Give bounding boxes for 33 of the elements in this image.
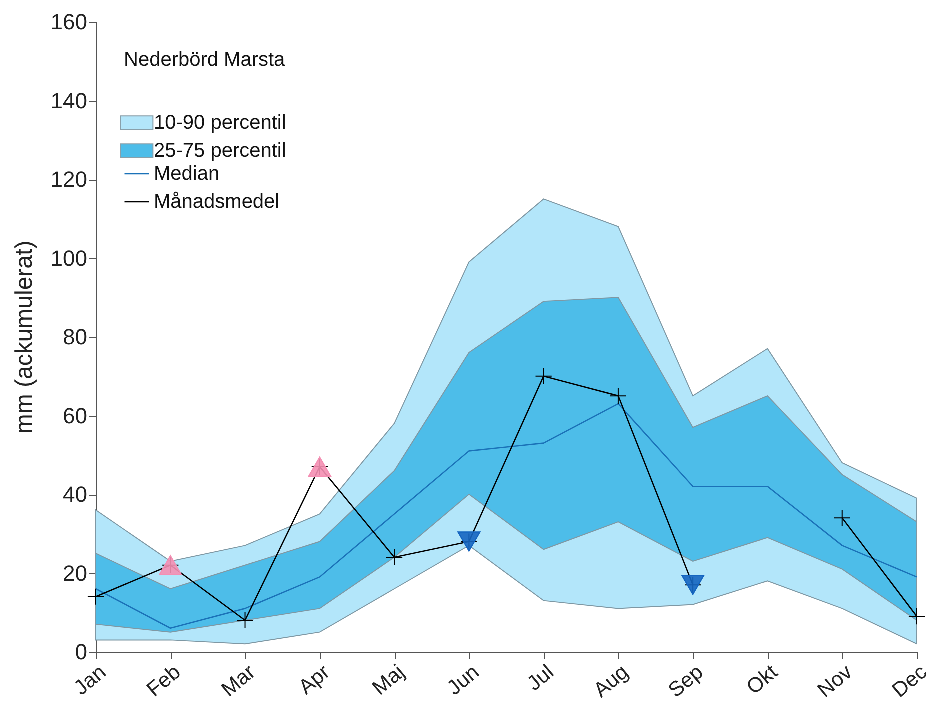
- legend-label: Månadsmedel: [154, 191, 280, 213]
- x-tick-label: Mar: [217, 660, 260, 702]
- x-tick-label: Jul: [523, 660, 558, 696]
- point: [87, 588, 105, 606]
- y-tick-label: 20: [63, 560, 88, 586]
- point: [610, 388, 628, 405]
- legend-label: Median: [154, 163, 220, 185]
- x-tick-label: Nov: [814, 660, 858, 702]
- x-tick-label: Aug: [590, 660, 634, 702]
- line-series: [95, 403, 918, 630]
- y-tick-label: 40: [63, 482, 88, 507]
- point: [535, 368, 552, 385]
- x-tick-label: Dec: [888, 660, 932, 702]
- point: [834, 510, 851, 527]
- y-tick-label: 60: [63, 403, 88, 428]
- y-tick-label: 120: [50, 167, 88, 192]
- point: [908, 608, 926, 626]
- x-tick-label: Feb: [142, 660, 186, 702]
- y-tick-label: 160: [50, 10, 88, 34]
- y-tick-label: 100: [50, 246, 88, 271]
- x-tick-label: Sep: [664, 660, 708, 702]
- x-tick-label: Jun: [443, 660, 484, 700]
- y-tick-label: 80: [63, 324, 88, 350]
- x-tick-label: Maj: [368, 660, 410, 700]
- legend-label: 25-75 percentil: [154, 140, 286, 162]
- point: [236, 612, 254, 630]
- x-tick-label: Apr: [294, 660, 335, 700]
- legend-label: 10-90 percentil: [154, 112, 286, 134]
- legend-title: Nederbörd Marsta: [124, 49, 286, 71]
- point: [386, 548, 404, 566]
- x-tick-label: Okt: [742, 660, 782, 700]
- y-axis-title: mm (ackumulerat): [10, 240, 38, 434]
- y-tick-label: 140: [50, 88, 88, 114]
